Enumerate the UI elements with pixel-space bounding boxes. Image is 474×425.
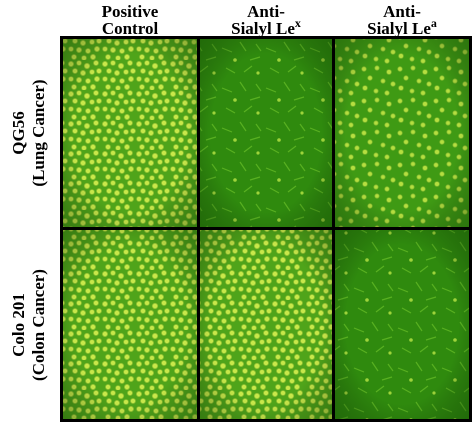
column-header: Positive [102,2,159,21]
column-header: Control [102,19,159,38]
superscript: x [295,16,301,30]
row-labels: QG56 (Lung Cancer) Colo 201 (Colon Cance… [9,79,48,381]
column-header: Anti- [383,2,421,21]
column-header: Anti- [247,2,285,21]
row-sublabel: (Lung Cancer) [29,79,48,186]
column-header: Sialyl Lea [367,16,437,38]
column-header-text: Sialyl Le [367,19,431,38]
column-header: Sialyl Lex [231,16,301,38]
row-label: QG56 [9,111,28,154]
column-header-text: Sialyl Le [231,19,295,38]
column-headers: Positive Control Anti- Sialyl Lex Anti- … [102,2,437,38]
row-sublabel: (Colon Cancer) [29,269,48,381]
row-label: Colo 201 [9,293,28,357]
panels [63,39,469,419]
superscript: a [431,16,437,30]
